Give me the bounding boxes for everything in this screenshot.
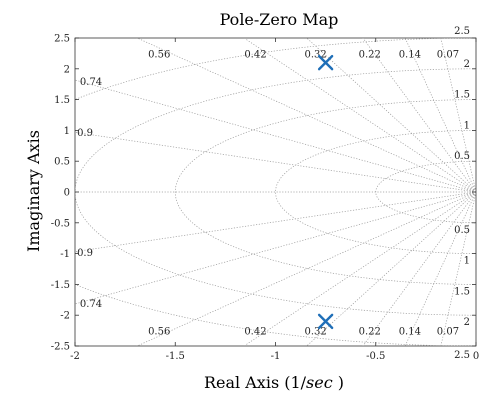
y-tick-label: 2.5 <box>54 34 70 45</box>
damping-ray <box>362 38 476 193</box>
plot-border <box>74 37 477 347</box>
y-tick-label: -2 <box>60 311 70 322</box>
frequency-arc <box>375 160 476 224</box>
frequency-label: 1 <box>464 120 470 131</box>
damping-label: 0.32 <box>304 49 326 60</box>
x-tick-label: -1.5 <box>166 351 185 362</box>
grid-lines <box>75 38 476 346</box>
frequency-label: 1.5 <box>454 90 470 101</box>
damping-label: 0.9 <box>77 248 93 259</box>
damping-ray <box>243 191 476 346</box>
chart-title: Pole-Zero Map <box>220 10 339 29</box>
y-tick-label: 1 <box>64 126 70 137</box>
damping-ray <box>136 191 476 346</box>
damping-label: 0.42 <box>244 49 266 60</box>
frequency-label: 2.5 <box>454 350 470 361</box>
damping-label: 0.74 <box>80 299 102 310</box>
frequency-label: 0.5 <box>454 151 470 162</box>
y-tick-label: 0.5 <box>54 157 70 168</box>
plot-area <box>74 37 477 347</box>
damping-label: 0.9 <box>77 128 93 139</box>
frequency-arc <box>75 68 476 316</box>
damping-ray <box>136 38 476 193</box>
damping-ray <box>243 38 476 193</box>
y-tick-label: -0.5 <box>51 218 70 229</box>
x-tick-label: 0 <box>473 351 479 362</box>
pole-marker <box>317 313 334 330</box>
frequency-arc <box>174 99 476 285</box>
damping-ray <box>362 191 476 346</box>
frequency-label: 0.5 <box>454 225 470 236</box>
damping-label: 0.56 <box>148 327 170 338</box>
frequency-label: 2.5 <box>454 26 470 37</box>
frequency-label: 2 <box>464 317 470 328</box>
x-axis-label-prefix: Real Axis (1/ <box>204 373 307 392</box>
damping-label: 0.32 <box>304 327 326 338</box>
damping-label: 0.07 <box>437 49 459 60</box>
damping-label: 0.42 <box>244 327 266 338</box>
frequency-label: 1.5 <box>454 286 470 297</box>
y-tick-label: 1.5 <box>54 95 70 106</box>
damping-label: 0.07 <box>437 327 459 338</box>
damping-label: 0.74 <box>80 77 102 88</box>
x-tick-label: -0.5 <box>366 351 385 362</box>
frequency-label: 1 <box>464 256 470 267</box>
x-tick-label: -1 <box>271 351 281 362</box>
x-axis-label: Real Axis (1/sec ) <box>204 373 344 392</box>
pole-markers <box>317 54 334 330</box>
y-axis-label: Imaginary Axis <box>24 130 43 252</box>
damping-label: 0.22 <box>359 327 381 338</box>
y-tick-label: 2 <box>64 64 70 75</box>
damping-label: 0.56 <box>148 49 170 60</box>
y-tick-label: -1.5 <box>51 280 70 291</box>
damping-label: 0.22 <box>359 49 381 60</box>
damping-label: 0.14 <box>399 327 421 338</box>
x-tick-label: -2 <box>70 351 80 362</box>
axis-ticks: -2 -1.5 -1 -0.5 02.521.510.50-0.5-1-1.5-2-2.… <box>51 34 479 363</box>
x-axis-label-unit: sec <box>306 373 333 392</box>
frequency-label: 2 <box>464 59 470 70</box>
damping-label: 0.14 <box>399 49 421 60</box>
x-axis-label-suffix: ) <box>333 373 344 392</box>
pole-marker <box>317 54 334 71</box>
grid-labels: 0.07 0.07 0.14 0.14 0.22 0.22 0.32 0.32 0.42 0.42… <box>77 26 470 361</box>
y-tick-label: -2.5 <box>51 342 70 353</box>
y-tick-label: -1 <box>60 249 70 260</box>
y-tick-label: 0 <box>64 188 70 199</box>
